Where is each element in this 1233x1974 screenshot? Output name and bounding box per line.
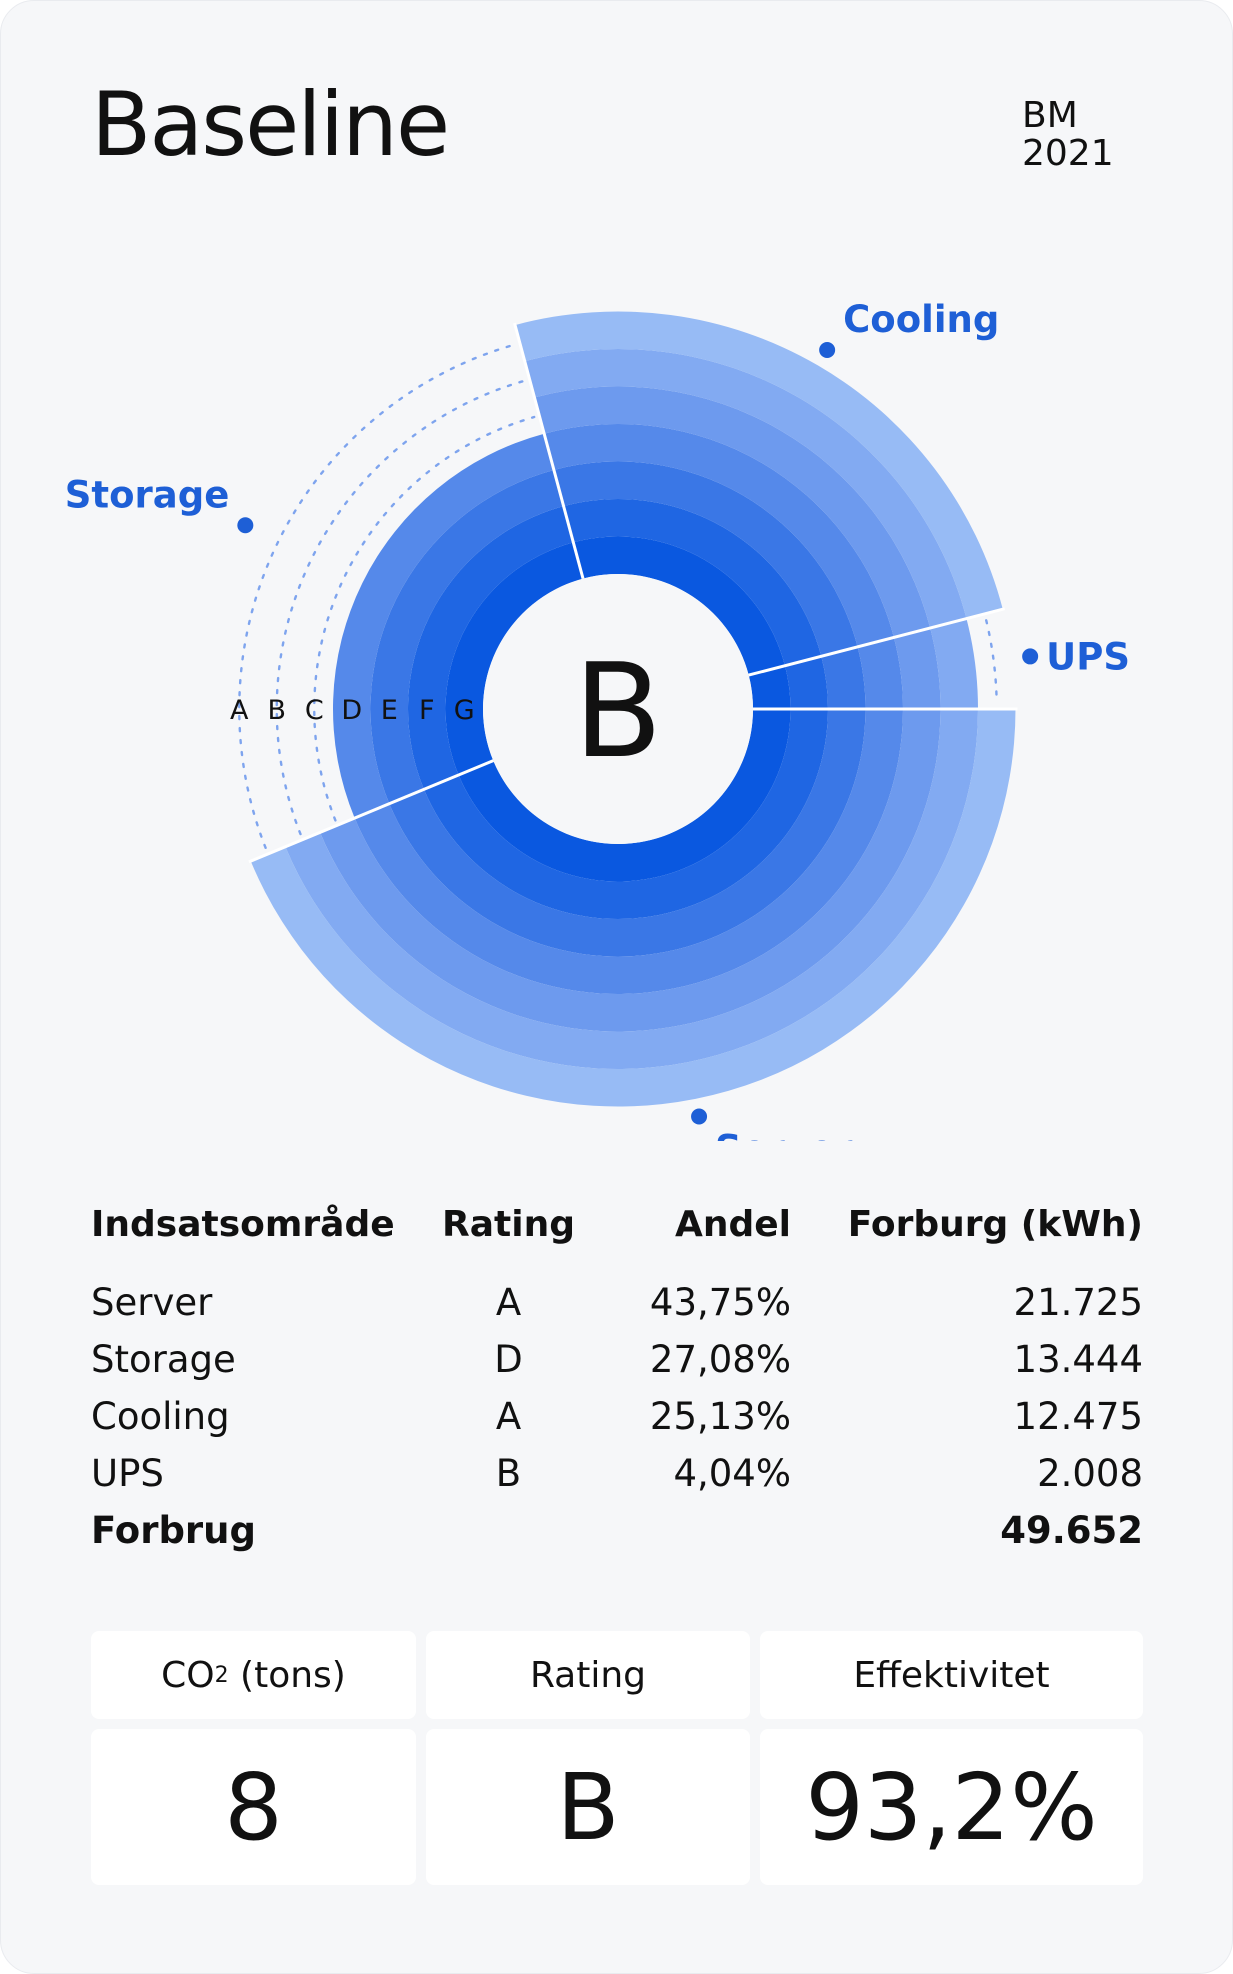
scale-letter: B	[267, 695, 286, 726]
rating-label: Rating	[426, 1631, 750, 1719]
segment-ring-server	[285, 709, 978, 1069]
segment-label-cooling: Cooling	[843, 298, 999, 341]
co2-value: 8	[91, 1729, 416, 1885]
segment-label-server: Server	[715, 1128, 853, 1141]
center-rating: B	[573, 635, 662, 787]
row-area: Cooling	[91, 1395, 230, 1438]
total-usage: 49.652	[1000, 1509, 1143, 1552]
efficiency-value: 93,2%	[760, 1729, 1143, 1885]
row-share: 4,04%	[673, 1452, 791, 1495]
segment-ring-server	[320, 709, 941, 1032]
table-row: Server A 43,75% 21.725	[91, 1274, 1143, 1331]
row-share: 43,75%	[649, 1281, 791, 1324]
report-code: BM 2021	[1022, 97, 1142, 173]
row-usage: 21.725	[1013, 1281, 1143, 1324]
rating-guide-arc	[985, 619, 998, 704]
area-table: Indsatsområde Rating Andel Forburg (kWh)…	[91, 1196, 1143, 1559]
center-disc	[483, 574, 753, 844]
segment-ring-server	[423, 709, 828, 920]
report-code-line1: BM	[1022, 95, 1078, 136]
row-share: 27,08%	[649, 1338, 791, 1381]
header-usage: Forburg (kWh)	[847, 1203, 1143, 1245]
segment-ring-ups	[857, 637, 904, 709]
segment-ring-cooling	[563, 499, 822, 666]
segment-divider	[513, 322, 585, 579]
segment-divider	[248, 759, 494, 864]
segment-divider	[748, 607, 1006, 677]
report-code-line2: 2021	[1022, 133, 1114, 174]
row-rating: D	[494, 1338, 523, 1381]
scale-letter: E	[381, 695, 398, 726]
row-rating: B	[495, 1452, 522, 1495]
header-area: Indsatsområde	[91, 1203, 395, 1245]
row-usage: 12.475	[1013, 1395, 1143, 1438]
rating-value: B	[426, 1729, 750, 1885]
segment-ring-server	[354, 709, 904, 995]
rating-chart: BABCDEFGServerStorageCoolingUPS	[1, 241, 1232, 1141]
segment-label-ups: UPS	[1046, 635, 1130, 678]
row-area: Server	[91, 1281, 213, 1324]
table-header-row: Indsatsområde Rating Andel Forburg (kWh)	[91, 1196, 1143, 1274]
segment-ring-server	[250, 709, 1016, 1107]
efficiency-label: Effektivitet	[760, 1631, 1143, 1719]
segment-ring-ups	[930, 618, 978, 709]
segment-ring-cooling	[573, 536, 785, 676]
segment-ring-server	[389, 709, 866, 957]
segment-ring-storage	[370, 469, 564, 804]
row-usage: 2.008	[1037, 1452, 1143, 1495]
segment-marker	[691, 1108, 708, 1125]
header-share: Andel	[674, 1203, 791, 1245]
segment-ring-cooling	[524, 349, 967, 629]
segment-marker	[1022, 648, 1039, 665]
row-share: 25,13%	[649, 1395, 791, 1438]
segment-ring-ups	[748, 665, 791, 709]
page-title: Baseline	[91, 73, 450, 176]
segment-ring-cooling	[553, 461, 858, 657]
scale-letter: A	[230, 695, 249, 726]
segment-ring-storage	[445, 542, 584, 776]
co2-label: CO 2 (tons)	[91, 1631, 416, 1719]
segment-label-storage: Storage	[65, 473, 230, 516]
scale-letter: C	[305, 695, 324, 726]
table-row: UPS B 4,04% 2.008	[91, 1445, 1143, 1502]
header-rating: Rating	[442, 1203, 575, 1245]
radial-rating-chart: BABCDEFGServerStorageCoolingUPS	[65, 298, 1130, 1141]
table-row: Storage D 27,08% 13.444	[91, 1331, 1143, 1388]
scale-letter: F	[419, 695, 435, 726]
segment-ring-ups	[893, 628, 941, 709]
rating-guide-arc	[313, 415, 536, 822]
segment-ring-storage	[333, 433, 554, 819]
row-rating: A	[495, 1395, 522, 1438]
table-total-row: Forbrug 49.652	[91, 1502, 1143, 1559]
row-area: Storage	[91, 1338, 236, 1381]
segment-ring-cooling	[515, 311, 1003, 619]
table-row: Cooling A 25,13% 12.475	[91, 1388, 1143, 1445]
segment-ring-ups	[784, 656, 828, 709]
segment-ring-cooling	[534, 386, 931, 638]
row-area: UPS	[91, 1452, 164, 1495]
row-rating: A	[495, 1281, 522, 1324]
segment-ring-storage	[408, 506, 574, 790]
segment-marker	[819, 341, 836, 358]
rating-guide-arc	[238, 343, 515, 850]
scale-letter: D	[341, 695, 362, 726]
segment-ring-server	[458, 709, 791, 882]
row-usage: 13.444	[1013, 1338, 1143, 1381]
total-label: Forbrug	[91, 1509, 257, 1552]
segment-marker	[237, 517, 254, 534]
summary-tiles: CO 2 (tons) Rating Effektivitet 8 B 93,2%	[91, 1631, 1143, 1886]
segment-ring-cooling	[544, 424, 894, 647]
scale-letter: G	[454, 695, 475, 726]
segment-ring-ups	[821, 646, 866, 709]
rating-guide-arc	[275, 379, 526, 836]
